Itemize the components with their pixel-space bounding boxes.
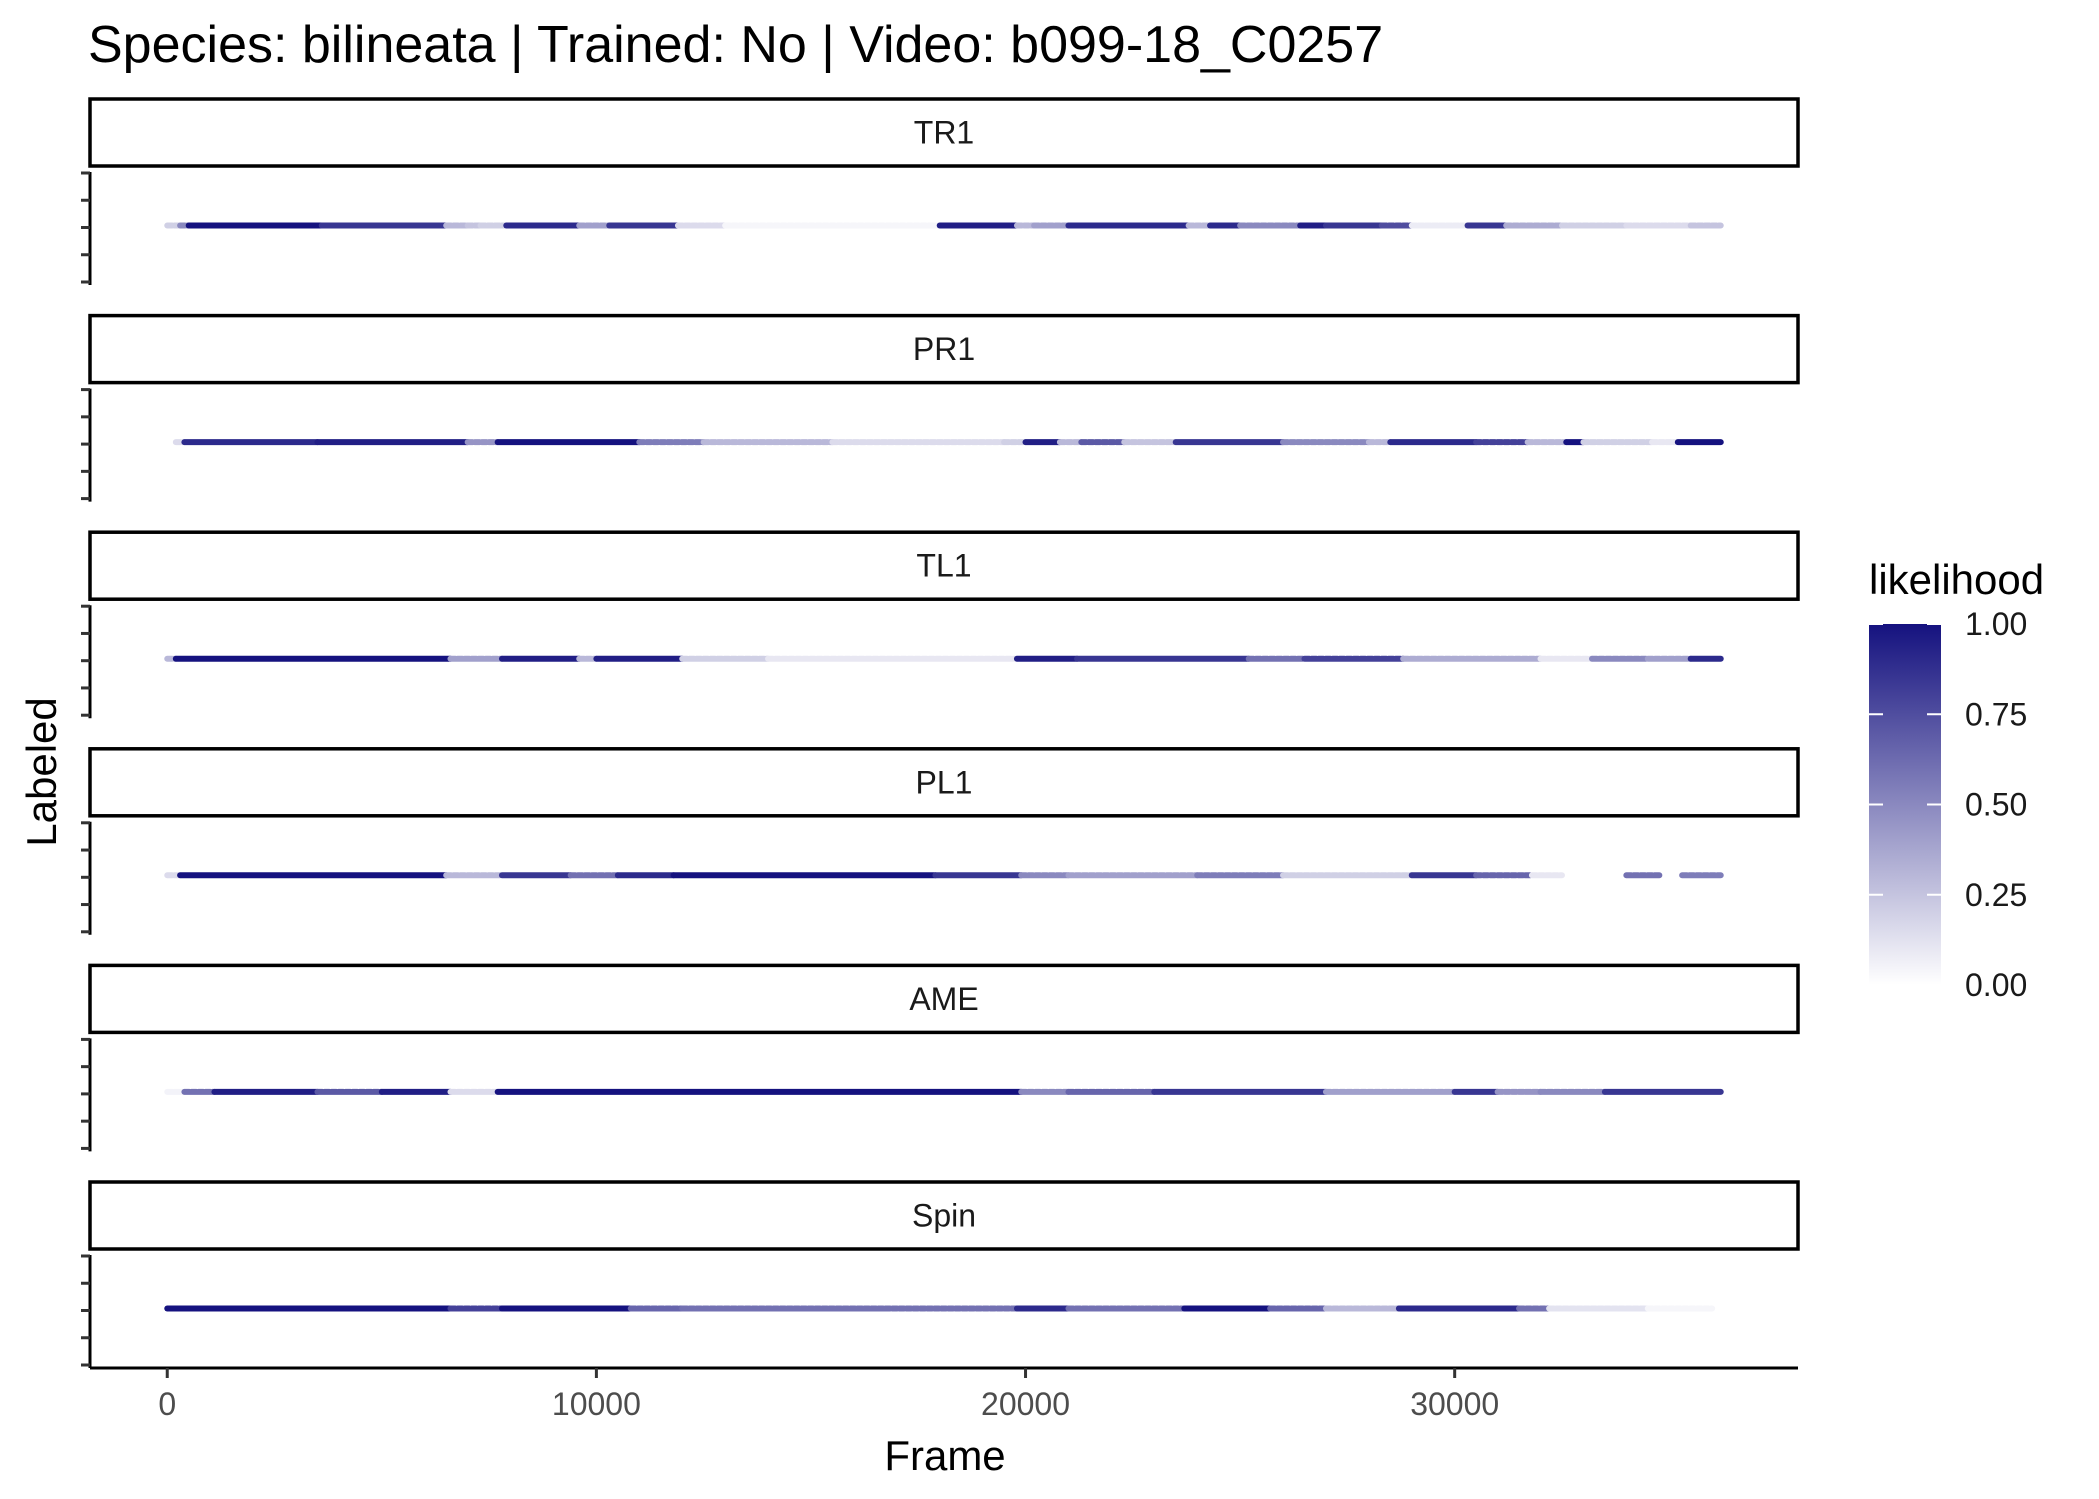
- chart-title: Species: bilineata | Trained: No | Video…: [88, 16, 1383, 74]
- legend-tick-label: 0.50: [1965, 787, 2027, 823]
- y-axis-title: Labeled: [18, 697, 65, 846]
- x-axis: 0 10000 20000 30000: [90, 1366, 1798, 1422]
- facet-pr1: PR1: [81, 313, 1800, 502]
- facet-pl1: PL1: [81, 747, 1800, 935]
- facet-tl1: TL1: [81, 530, 1800, 719]
- facet-tr1: TR1: [81, 97, 1800, 285]
- facet-strip: [88, 747, 1800, 818]
- facet-strip: [88, 963, 1800, 1035]
- facet-label: TR1: [914, 115, 974, 151]
- facet-label: PL1: [916, 764, 973, 800]
- legend-tick-label: 0.25: [1965, 877, 2027, 913]
- legend-tick-label: 1.00: [1965, 606, 2027, 642]
- facet-label: Spin: [912, 1198, 976, 1234]
- x-tick-label: 30000: [1410, 1386, 1499, 1422]
- legend-tick-label: 0.00: [1965, 967, 2027, 1003]
- facet-label: TL1: [916, 548, 971, 584]
- facet-strip: [88, 97, 1800, 168]
- legend-title: likelihood: [1869, 556, 2044, 603]
- x-tick-label: 10000: [552, 1386, 641, 1422]
- facet-label: PR1: [913, 331, 975, 367]
- facet-panels: TR1 PR1 TL1 PL1 AME Spin: [81, 97, 1800, 1368]
- facet-spin: Spin: [81, 1180, 1800, 1368]
- facet-strip: [88, 530, 1800, 601]
- x-tick-label: 0: [158, 1386, 176, 1422]
- facet-strip: [88, 313, 1800, 385]
- legend: likelihood 1.00 0.75 0.50 0.25 0.00: [1869, 556, 2044, 1003]
- x-tick-label: 20000: [981, 1386, 1070, 1422]
- x-axis-title: Frame: [884, 1432, 1005, 1479]
- facet-label: AME: [909, 981, 978, 1017]
- legend-tick-label: 0.75: [1965, 696, 2027, 732]
- facet-strip: [88, 1180, 1800, 1251]
- facet-ame: AME: [81, 963, 1800, 1152]
